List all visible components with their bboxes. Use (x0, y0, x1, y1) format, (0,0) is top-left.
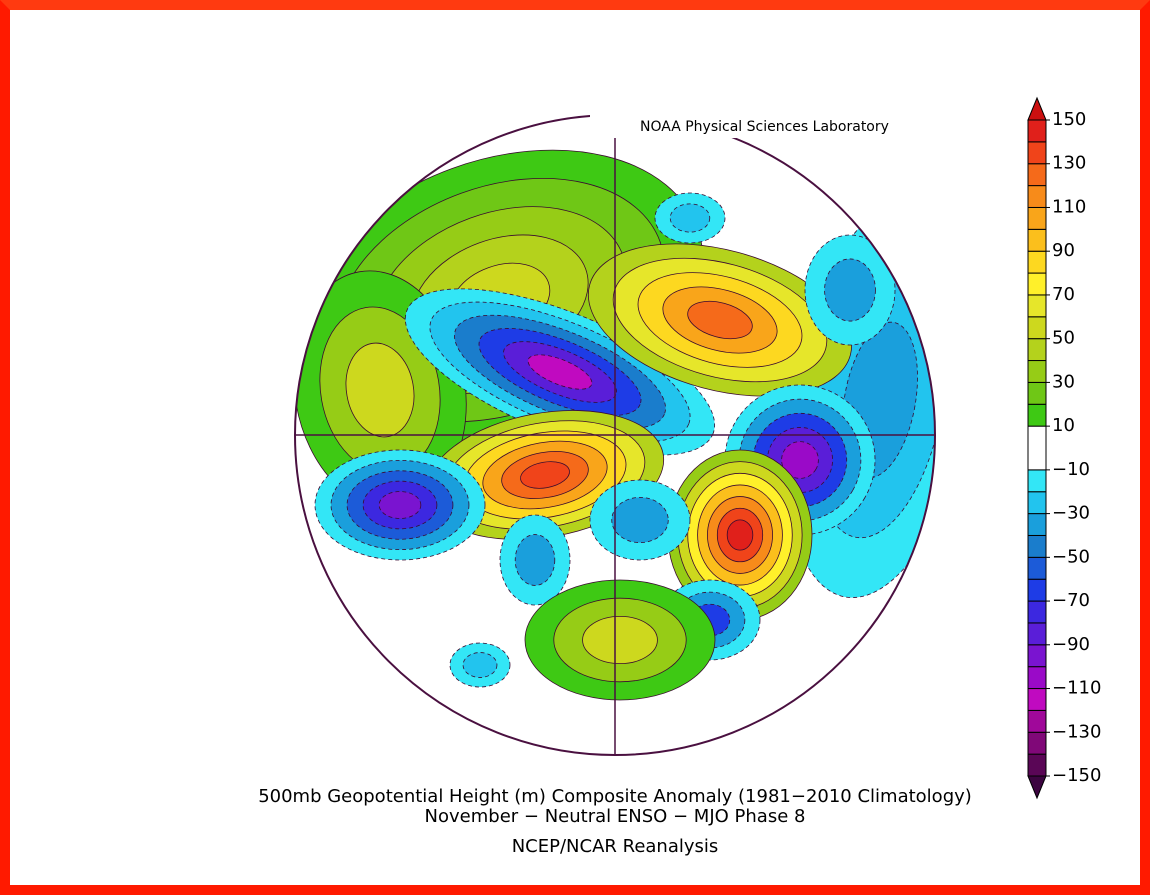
colorbar-tick-label: −150 (1052, 765, 1101, 786)
graticule (295, 115, 935, 755)
colorbar-tick-label: −10 (1052, 459, 1090, 480)
colorbar-bin (1027, 294, 1047, 318)
anomaly-contour (514, 534, 556, 586)
colorbar-tick-label: −50 (1052, 546, 1090, 567)
colorbar-bin (1027, 163, 1047, 187)
colorbar-bin (1027, 534, 1047, 558)
colorbar-bin (1027, 556, 1047, 580)
colorbar-tick-label: 50 (1052, 328, 1075, 349)
credit-bg (590, 114, 935, 138)
caption-line: November − Neutral ENSO − MJO Phase 8 (425, 806, 806, 827)
colorbar-bin (1027, 491, 1047, 515)
credit: NOAA Physical Sciences Laboratory (640, 119, 889, 135)
colorbar-bin (1027, 709, 1047, 733)
colorbar-tick-label: 150 (1052, 109, 1086, 130)
colorbar-tick-label: −130 (1052, 721, 1101, 742)
colorbar-tick-label: 70 (1052, 284, 1075, 305)
colorbar-bin (1027, 753, 1047, 777)
colorbar-bin (1027, 360, 1047, 383)
anomaly-contour (824, 258, 876, 322)
caption-line: NCEP/NCAR Reanalysis (512, 836, 719, 857)
colorbar-bin (1027, 206, 1047, 230)
colorbar-under (1027, 775, 1047, 800)
colorbar-tick-label: −30 (1052, 503, 1090, 524)
colorbar-tick-label: 30 (1052, 371, 1075, 392)
colorbar-bin (1027, 600, 1047, 624)
colorbar-tick-label: 90 (1052, 240, 1075, 261)
colorbar-bin (1027, 469, 1047, 493)
colorbar-over (1027, 96, 1047, 121)
colorbar-bin (1027, 141, 1047, 165)
colorbar-bin (1027, 228, 1047, 252)
colorbar-bin (1027, 425, 1047, 471)
anomaly-contour (687, 300, 753, 340)
colorbar-tick-label: 110 (1052, 196, 1086, 217)
caption-line: 500mb Geopotential Height (m) Composite … (258, 786, 972, 807)
colorbar-bin (1027, 185, 1047, 208)
colorbar: 150 130 110 90 70 50 30 10 −10 −30 −50 −70 −90 −110 −1… (1027, 96, 1101, 800)
anomaly-contour (582, 615, 658, 665)
colorbar-bin (1027, 272, 1047, 296)
anomaly-contour (378, 491, 422, 519)
map (295, 149, 935, 701)
colorbar-bin (1027, 622, 1047, 646)
colorbar-bin (1027, 731, 1047, 755)
anomaly-contour (611, 496, 669, 544)
anomaly-contour (726, 519, 754, 551)
colorbar-bin (1027, 644, 1047, 668)
colorbar-bin (1027, 513, 1047, 536)
colorbar-tick-label: 130 (1052, 153, 1086, 174)
colorbar-bin (1027, 381, 1047, 405)
anomaly-contour (345, 342, 415, 438)
colorbar-bin (1027, 250, 1047, 274)
anomaly-contour (669, 203, 711, 233)
colorbar-tick-label: −70 (1052, 590, 1090, 611)
colorbar-bin (1027, 578, 1047, 602)
anomaly-contour (462, 652, 498, 678)
colorbar-bin (1027, 688, 1047, 711)
anomaly-contour (520, 461, 570, 489)
anomaly-contour (527, 354, 593, 390)
colorbar-bin (1027, 338, 1047, 362)
colorbar-tick-label: −110 (1052, 678, 1101, 699)
colorbar-tick-label: 10 (1052, 415, 1075, 436)
colorbar-bin (1027, 403, 1047, 427)
colorbar-tick-label: −90 (1052, 634, 1090, 655)
colorbar-bin (1027, 119, 1047, 143)
colorbar-bin (1027, 316, 1047, 340)
colorbar-bin (1027, 666, 1047, 690)
